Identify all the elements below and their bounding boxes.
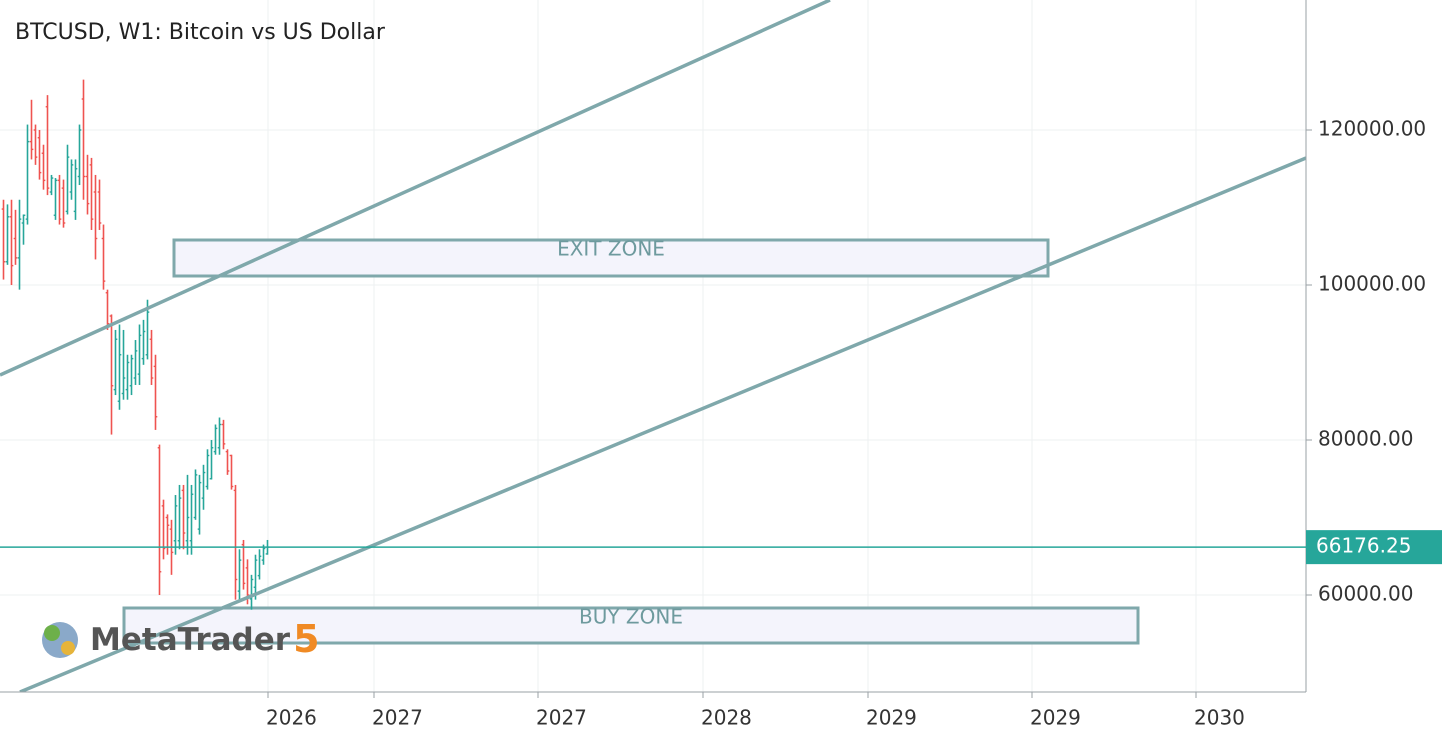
ohlc-bar <box>41 144 46 190</box>
current-price-box <box>1306 530 1442 565</box>
ohlc-bar <box>189 484 194 555</box>
ohlc-bar <box>73 159 78 220</box>
ohlc-bar <box>261 544 266 565</box>
y-tick-label: 80000.00 <box>1318 427 1413 451</box>
ohlc-bar <box>177 484 182 550</box>
ohlc-bar <box>97 179 102 230</box>
watermark-brand: MetaTrader <box>90 622 291 658</box>
x-tick-label: 2026 <box>266 706 317 730</box>
watermark: MetaTrader5 <box>42 617 320 661</box>
ohlc-bar <box>173 495 178 555</box>
y-tick-label: 120000.00 <box>1318 116 1426 140</box>
ohlc-bar <box>153 354 158 430</box>
ohlc-bar <box>149 329 154 385</box>
ohlc-bar <box>249 574 254 610</box>
ohlc-bar <box>53 178 58 220</box>
zone-box <box>172 238 1050 278</box>
ohlc-bar <box>193 469 198 520</box>
grid <box>0 0 1306 692</box>
ohlc-bar <box>185 474 190 555</box>
ohlc-bar <box>141 319 146 365</box>
watermark-text: MetaTrader5 <box>90 617 320 661</box>
y-tick-label: 100000.00 <box>1318 271 1426 295</box>
ohlc-bar <box>29 99 34 160</box>
ohlc-bar <box>89 157 94 230</box>
ohlc-bar <box>117 324 122 410</box>
ohlc-bar <box>33 124 38 165</box>
zone-box <box>122 606 1140 645</box>
ohlc-bar <box>221 419 226 450</box>
ohlc-bar <box>253 554 258 600</box>
ohlc-bar <box>213 424 218 455</box>
ohlc-bar <box>197 474 202 535</box>
x-tick-label: 2028 <box>701 706 752 730</box>
ohlc-bar <box>109 314 114 435</box>
y-tick-label: 60000.00 <box>1318 582 1413 606</box>
current-price-label: 66176.25 <box>1316 534 1411 558</box>
watermark-version: 5 <box>293 617 319 661</box>
plot-area <box>0 0 1306 692</box>
ohlc-bar <box>121 329 126 400</box>
ohlc-bar <box>237 549 242 600</box>
ohlc-bar <box>37 129 42 180</box>
ohlc-bar <box>229 454 234 490</box>
ohlc-bar <box>25 124 30 225</box>
ohlc-bar <box>81 79 86 200</box>
ohlc-bar <box>65 144 70 215</box>
ohlc-bar <box>241 539 246 590</box>
x-tick-label: 2027 <box>536 706 587 730</box>
x-tick-label: 2029 <box>1030 706 1081 730</box>
trend-line <box>0 0 831 377</box>
x-tick-label: 2030 <box>1194 706 1245 730</box>
logo-land <box>61 641 75 655</box>
ohlc-bar <box>21 214 26 245</box>
zone-label: EXIT ZONE <box>557 237 665 261</box>
ohlc-bar <box>13 209 18 265</box>
ohlc-bar <box>113 329 118 396</box>
ohlc-bar <box>77 124 82 186</box>
zone-label: BUY ZONE <box>579 604 683 628</box>
x-tick-label: 2029 <box>866 706 917 730</box>
ohlc-bar <box>105 289 110 330</box>
ohlc-bar <box>133 340 138 385</box>
ohlc-bar <box>45 95 50 196</box>
trend-line <box>19 156 1306 692</box>
ohlc-bar <box>225 449 230 475</box>
ohlc-bar <box>61 179 66 228</box>
ohlc-bar <box>101 224 106 290</box>
ohlc-bar <box>217 417 222 455</box>
ohlc-bar <box>93 174 98 260</box>
x-tick-label: 2027 <box>372 706 423 730</box>
logo-land <box>44 625 60 641</box>
ohlc-bar <box>137 324 142 385</box>
ohlc-bar <box>209 440 214 480</box>
ohlc-bar <box>165 514 170 555</box>
ohlc-bar <box>157 444 162 596</box>
ohlc-bar <box>1 199 6 280</box>
ohlc-bar <box>205 449 210 490</box>
ohlc-bar <box>257 549 262 580</box>
ohlc-bar <box>201 464 206 510</box>
ohlc-bar <box>129 354 134 396</box>
ohlc-bar <box>85 154 90 215</box>
ohlc-bar <box>69 159 74 200</box>
chart-title: BTCUSD, W1: Bitcoin vs US Dollar <box>15 20 386 45</box>
ohlc-bar <box>181 484 186 550</box>
ohlc-bar <box>57 174 62 225</box>
ohlc-bar <box>17 199 22 290</box>
ohlc-bar <box>49 174 54 196</box>
ohlc-bar <box>161 499 166 560</box>
ohlc-bar <box>233 484 238 600</box>
ohlc-bar <box>125 354 130 400</box>
ohlc-bar <box>5 204 10 265</box>
ohlc-bar <box>9 199 14 285</box>
